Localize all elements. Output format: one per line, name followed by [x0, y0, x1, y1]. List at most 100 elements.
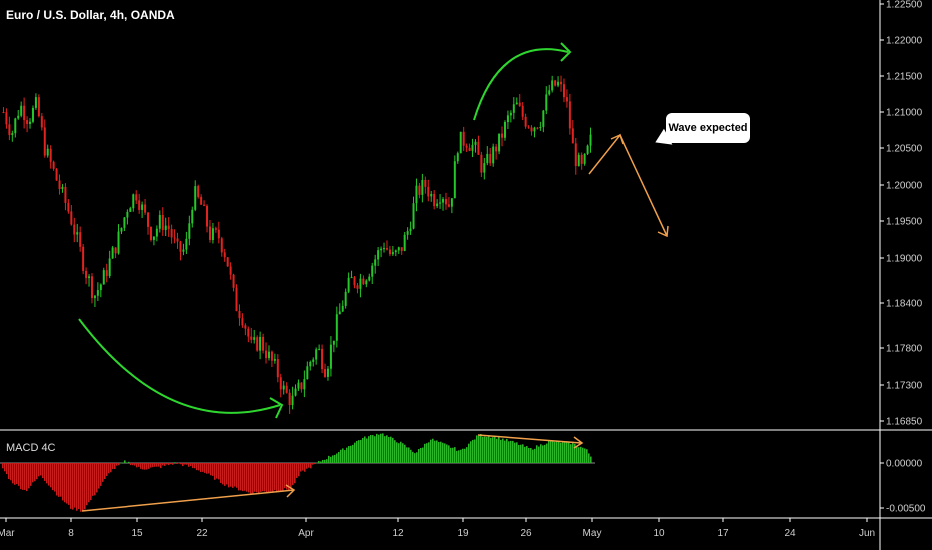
candle-body — [90, 276, 93, 299]
candle-body — [471, 144, 474, 151]
candle-body — [123, 217, 126, 228]
macd-bar — [574, 443, 576, 463]
candle-body — [565, 97, 568, 102]
candle-body — [70, 211, 73, 225]
candle-body — [495, 146, 498, 152]
candle-body — [211, 228, 214, 240]
price-tick-label: 1.22000 — [886, 36, 923, 47]
macd-bar — [584, 448, 586, 463]
macd-bar — [292, 463, 294, 486]
macd-bar — [318, 460, 320, 463]
macd-bar — [540, 444, 542, 463]
candle-body — [318, 348, 321, 350]
price-axis[interactable]: 1.22500 1.22000 1.21500 1.21000 1.20500 1.200… — [880, 0, 923, 428]
time-tick-label: 22 — [196, 528, 208, 539]
candle-body — [96, 290, 99, 296]
macd-bar — [460, 449, 462, 463]
candle-body — [49, 148, 52, 162]
macd-bar — [482, 436, 484, 463]
macd-bar — [122, 462, 124, 463]
candle-body — [530, 127, 533, 132]
macd-bar — [28, 463, 30, 489]
candle-body — [542, 110, 545, 127]
macd-bar — [514, 442, 516, 463]
candle-body — [203, 204, 206, 206]
candle-body — [223, 252, 226, 258]
candle-body — [406, 231, 409, 235]
macd-bar — [322, 459, 324, 463]
macd-bar — [40, 463, 42, 476]
top-curve-drawing[interactable] — [473, 48, 569, 121]
candle-body — [188, 223, 191, 239]
candle-body — [244, 325, 247, 329]
macd-bar — [486, 436, 488, 463]
wave-expected-callout[interactable]: Wave expected — [666, 113, 750, 143]
candle-body — [459, 131, 462, 154]
bottom-curve-drawing[interactable] — [78, 318, 281, 414]
macd-bar — [212, 463, 214, 476]
candle-body — [297, 382, 300, 389]
macd-bar — [16, 463, 18, 485]
macd-bar — [440, 441, 442, 463]
macd-bar — [50, 463, 52, 488]
candle-body — [126, 211, 129, 218]
candle-body — [102, 270, 105, 285]
candle-body — [194, 186, 197, 210]
macd-bar — [420, 448, 422, 463]
candle-body — [377, 250, 380, 260]
macd-bar — [140, 463, 142, 469]
macd-bar — [410, 449, 412, 463]
macd-bar — [94, 463, 96, 496]
macd-bar — [580, 446, 582, 463]
wave-expected-arrow[interactable] — [588, 133, 668, 237]
candle-body — [315, 349, 318, 360]
macd-bar — [192, 463, 194, 469]
macd-bar — [62, 463, 64, 501]
macd-bar — [304, 463, 306, 472]
candle-body — [483, 163, 486, 173]
candle-body — [545, 94, 548, 111]
macd-bar — [6, 463, 8, 475]
macd-bar — [354, 442, 356, 463]
macd-bar — [142, 463, 144, 470]
candle-body — [23, 105, 26, 121]
macd-bar — [562, 441, 564, 463]
macd-bar — [96, 463, 98, 493]
candle-body — [539, 126, 542, 129]
price-tick-label: 1.20500 — [886, 144, 923, 155]
time-axis[interactable]: Mar 8 15 22 Apr 12 19 26 May 10 17 24 Jun — [0, 518, 875, 539]
macd-bar — [152, 463, 154, 468]
candle-body — [303, 379, 306, 390]
macd-bar — [148, 463, 150, 469]
chart-title[interactable]: Euro / U.S. Dollar, 4h, OANDA — [6, 8, 175, 22]
candle-body — [141, 204, 144, 210]
macd-divergence-high-line[interactable] — [477, 434, 582, 444]
macd-bar — [58, 463, 60, 497]
candle-body — [562, 84, 565, 98]
macd-bar — [588, 453, 590, 463]
macd-bar — [286, 463, 288, 490]
macd-bar — [100, 463, 102, 486]
price-tick-label: 1.17800 — [886, 344, 923, 355]
macd-bar — [320, 461, 322, 463]
macd-indicator-label[interactable]: MACD 4C — [6, 442, 56, 454]
macd-bar — [496, 438, 498, 463]
macd-bar — [432, 438, 434, 463]
candle-body — [262, 336, 265, 351]
macd-bar — [210, 463, 212, 476]
candle-body — [309, 361, 312, 367]
candle-body — [276, 359, 279, 378]
candle-body — [365, 280, 368, 285]
macd-bar — [516, 442, 518, 463]
macd-axis[interactable]: 0.00000 -0.00500 — [880, 459, 926, 515]
macd-bar — [352, 444, 354, 463]
macd-bar — [278, 463, 280, 492]
macd-divergence-low-line[interactable] — [81, 489, 295, 512]
macd-bar — [316, 462, 318, 464]
time-tick-label: 12 — [392, 528, 404, 539]
candle-body — [489, 153, 492, 164]
macd-bar — [126, 462, 128, 463]
candle-body — [282, 385, 285, 390]
macd-bar — [102, 463, 104, 482]
